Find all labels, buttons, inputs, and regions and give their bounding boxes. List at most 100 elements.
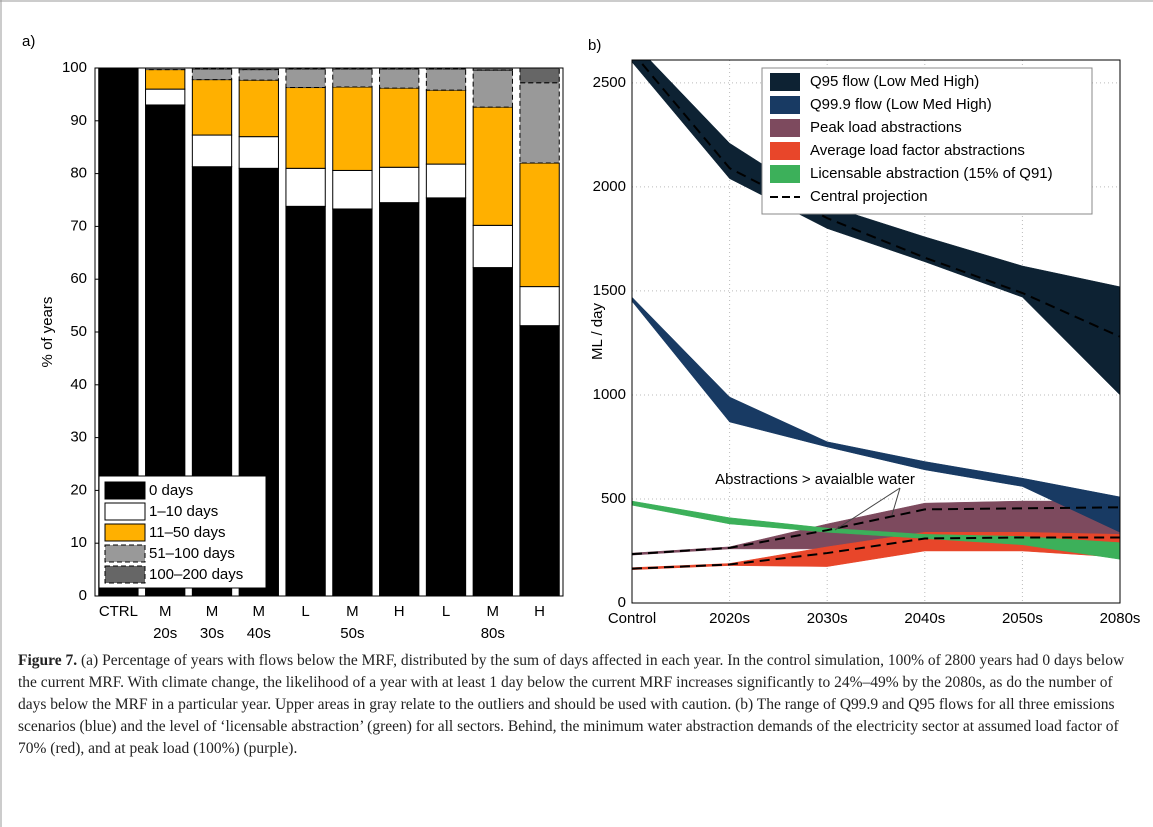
annotation-arrow: [891, 487, 901, 516]
x-tick-label: H: [394, 603, 405, 620]
bar-segment: [379, 87, 420, 168]
bar-segment: [519, 82, 560, 164]
panel-label: b): [588, 37, 601, 54]
bar-segment: [379, 166, 420, 204]
bar-segment: [379, 202, 420, 597]
x-tick-label: 2050s: [1002, 610, 1043, 627]
annotation: Abstractions > avaialble water: [715, 471, 915, 488]
legend-swatch: [770, 73, 800, 91]
bar-segment: [191, 134, 233, 168]
y-tick-label: 1500: [593, 282, 626, 299]
y-tick-label: 50: [70, 323, 87, 340]
legend-label: Central projection: [810, 188, 928, 205]
band-area: [632, 296, 1120, 533]
bar-segment: [519, 325, 560, 597]
y-tick-label: 40: [70, 376, 87, 393]
x-tick-label: M: [159, 603, 172, 620]
legend-label: 11–50 days: [149, 524, 225, 541]
legend-label: 51–100 days: [149, 545, 235, 562]
bar-segment: [332, 68, 373, 88]
legend-swatch: [104, 565, 146, 584]
y-tick-label: 100: [62, 59, 87, 76]
y-tick-label: 10: [70, 534, 87, 551]
panel-label: a): [22, 33, 35, 50]
y-tick-label: 80: [70, 165, 87, 182]
y-tick-label: 2500: [593, 74, 626, 91]
legend-label: 0 days: [149, 482, 193, 499]
bar-segment: [519, 286, 560, 327]
x-tick-label: 2020s: [709, 610, 750, 627]
x-tick-sublabel: 40s: [247, 625, 271, 642]
x-tick-label: 2030s: [807, 610, 848, 627]
legend-box: [761, 67, 1093, 215]
axes-frame: [94, 67, 564, 597]
x-tick-label: Control: [608, 610, 656, 627]
legend-label: Q95 flow (Low Med High): [810, 73, 979, 90]
legend-swatch: [104, 502, 146, 521]
caption-label: Figure 7.: [18, 652, 78, 669]
y-tick-label: 500: [601, 490, 626, 507]
legend-swatch: [770, 119, 800, 137]
x-tick-sublabel: 20s: [153, 625, 177, 642]
bar-segment: [285, 87, 326, 169]
legend-swatch: [104, 481, 146, 500]
y-tick-label: 2000: [593, 178, 626, 195]
x-tick-label: H: [534, 603, 545, 620]
bar-segment: [238, 136, 279, 169]
bar-segment: [285, 167, 326, 207]
y-tick-label: 0: [618, 594, 626, 611]
y-axis-label: ML / day: [589, 303, 606, 360]
central-line: [632, 506, 1120, 556]
legend-label: Average load factor abstractions: [810, 142, 1025, 159]
x-tick-label: M: [487, 603, 500, 620]
bar-segment: [425, 89, 467, 165]
axes-frame: [631, 59, 1121, 604]
x-tick-label: 2040s: [904, 610, 945, 627]
bar-segment: [332, 86, 373, 171]
bar-segment: [425, 163, 467, 199]
bar-segment: [145, 88, 186, 106]
bar-segment: [332, 208, 373, 597]
band-area: [632, 500, 1120, 556]
caption: Figure 7. (a) Percentage of years with f…: [18, 650, 1133, 760]
x-tick-sublabel: 30s: [200, 625, 224, 642]
legend-swatch: [770, 96, 800, 114]
x-tick-label: CTRL: [99, 603, 138, 620]
legend-label: Licensable abstraction (15% of Q91): [810, 165, 1053, 182]
x-tick-label: L: [301, 603, 309, 620]
legend-label: Peak load abstractions: [810, 119, 962, 136]
central-line: [637, 60, 1120, 338]
legend-swatch: [104, 544, 146, 563]
bar-segment: [425, 68, 467, 91]
bar-segment: [238, 69, 279, 81]
y-tick-label: 60: [70, 270, 87, 287]
bar-segment: [425, 197, 467, 597]
bar-segment: [238, 79, 279, 138]
annotation-arrow: [834, 487, 901, 531]
bar-segment: [191, 79, 233, 136]
y-tick-label: 90: [70, 112, 87, 129]
y-tick-label: 1000: [593, 386, 626, 403]
bar-segment: [519, 67, 560, 84]
central-line: [632, 536, 1120, 570]
bar-segment: [472, 267, 513, 597]
y-tick-label: 0: [79, 587, 87, 604]
x-tick-label: M: [346, 603, 359, 620]
caption-text: (a) Percentage of years with flows below…: [18, 652, 1125, 757]
y-tick-label: 20: [70, 481, 87, 498]
bar-segment: [285, 205, 326, 597]
x-tick-label: L: [442, 603, 450, 620]
x-tick-sublabel: 80s: [481, 625, 505, 642]
x-tick-label: M: [253, 603, 266, 620]
bar-segment: [145, 69, 186, 90]
legend-label: Q99.9 flow (Low Med High): [810, 96, 992, 113]
bar-segment: [332, 169, 373, 210]
band-area: [632, 500, 1120, 560]
x-tick-label: 2080s: [1100, 610, 1141, 627]
x-tick-label: M: [206, 603, 219, 620]
bar-segment: [472, 69, 513, 108]
legend-swatch: [104, 523, 146, 542]
bar-segment: [472, 224, 513, 269]
